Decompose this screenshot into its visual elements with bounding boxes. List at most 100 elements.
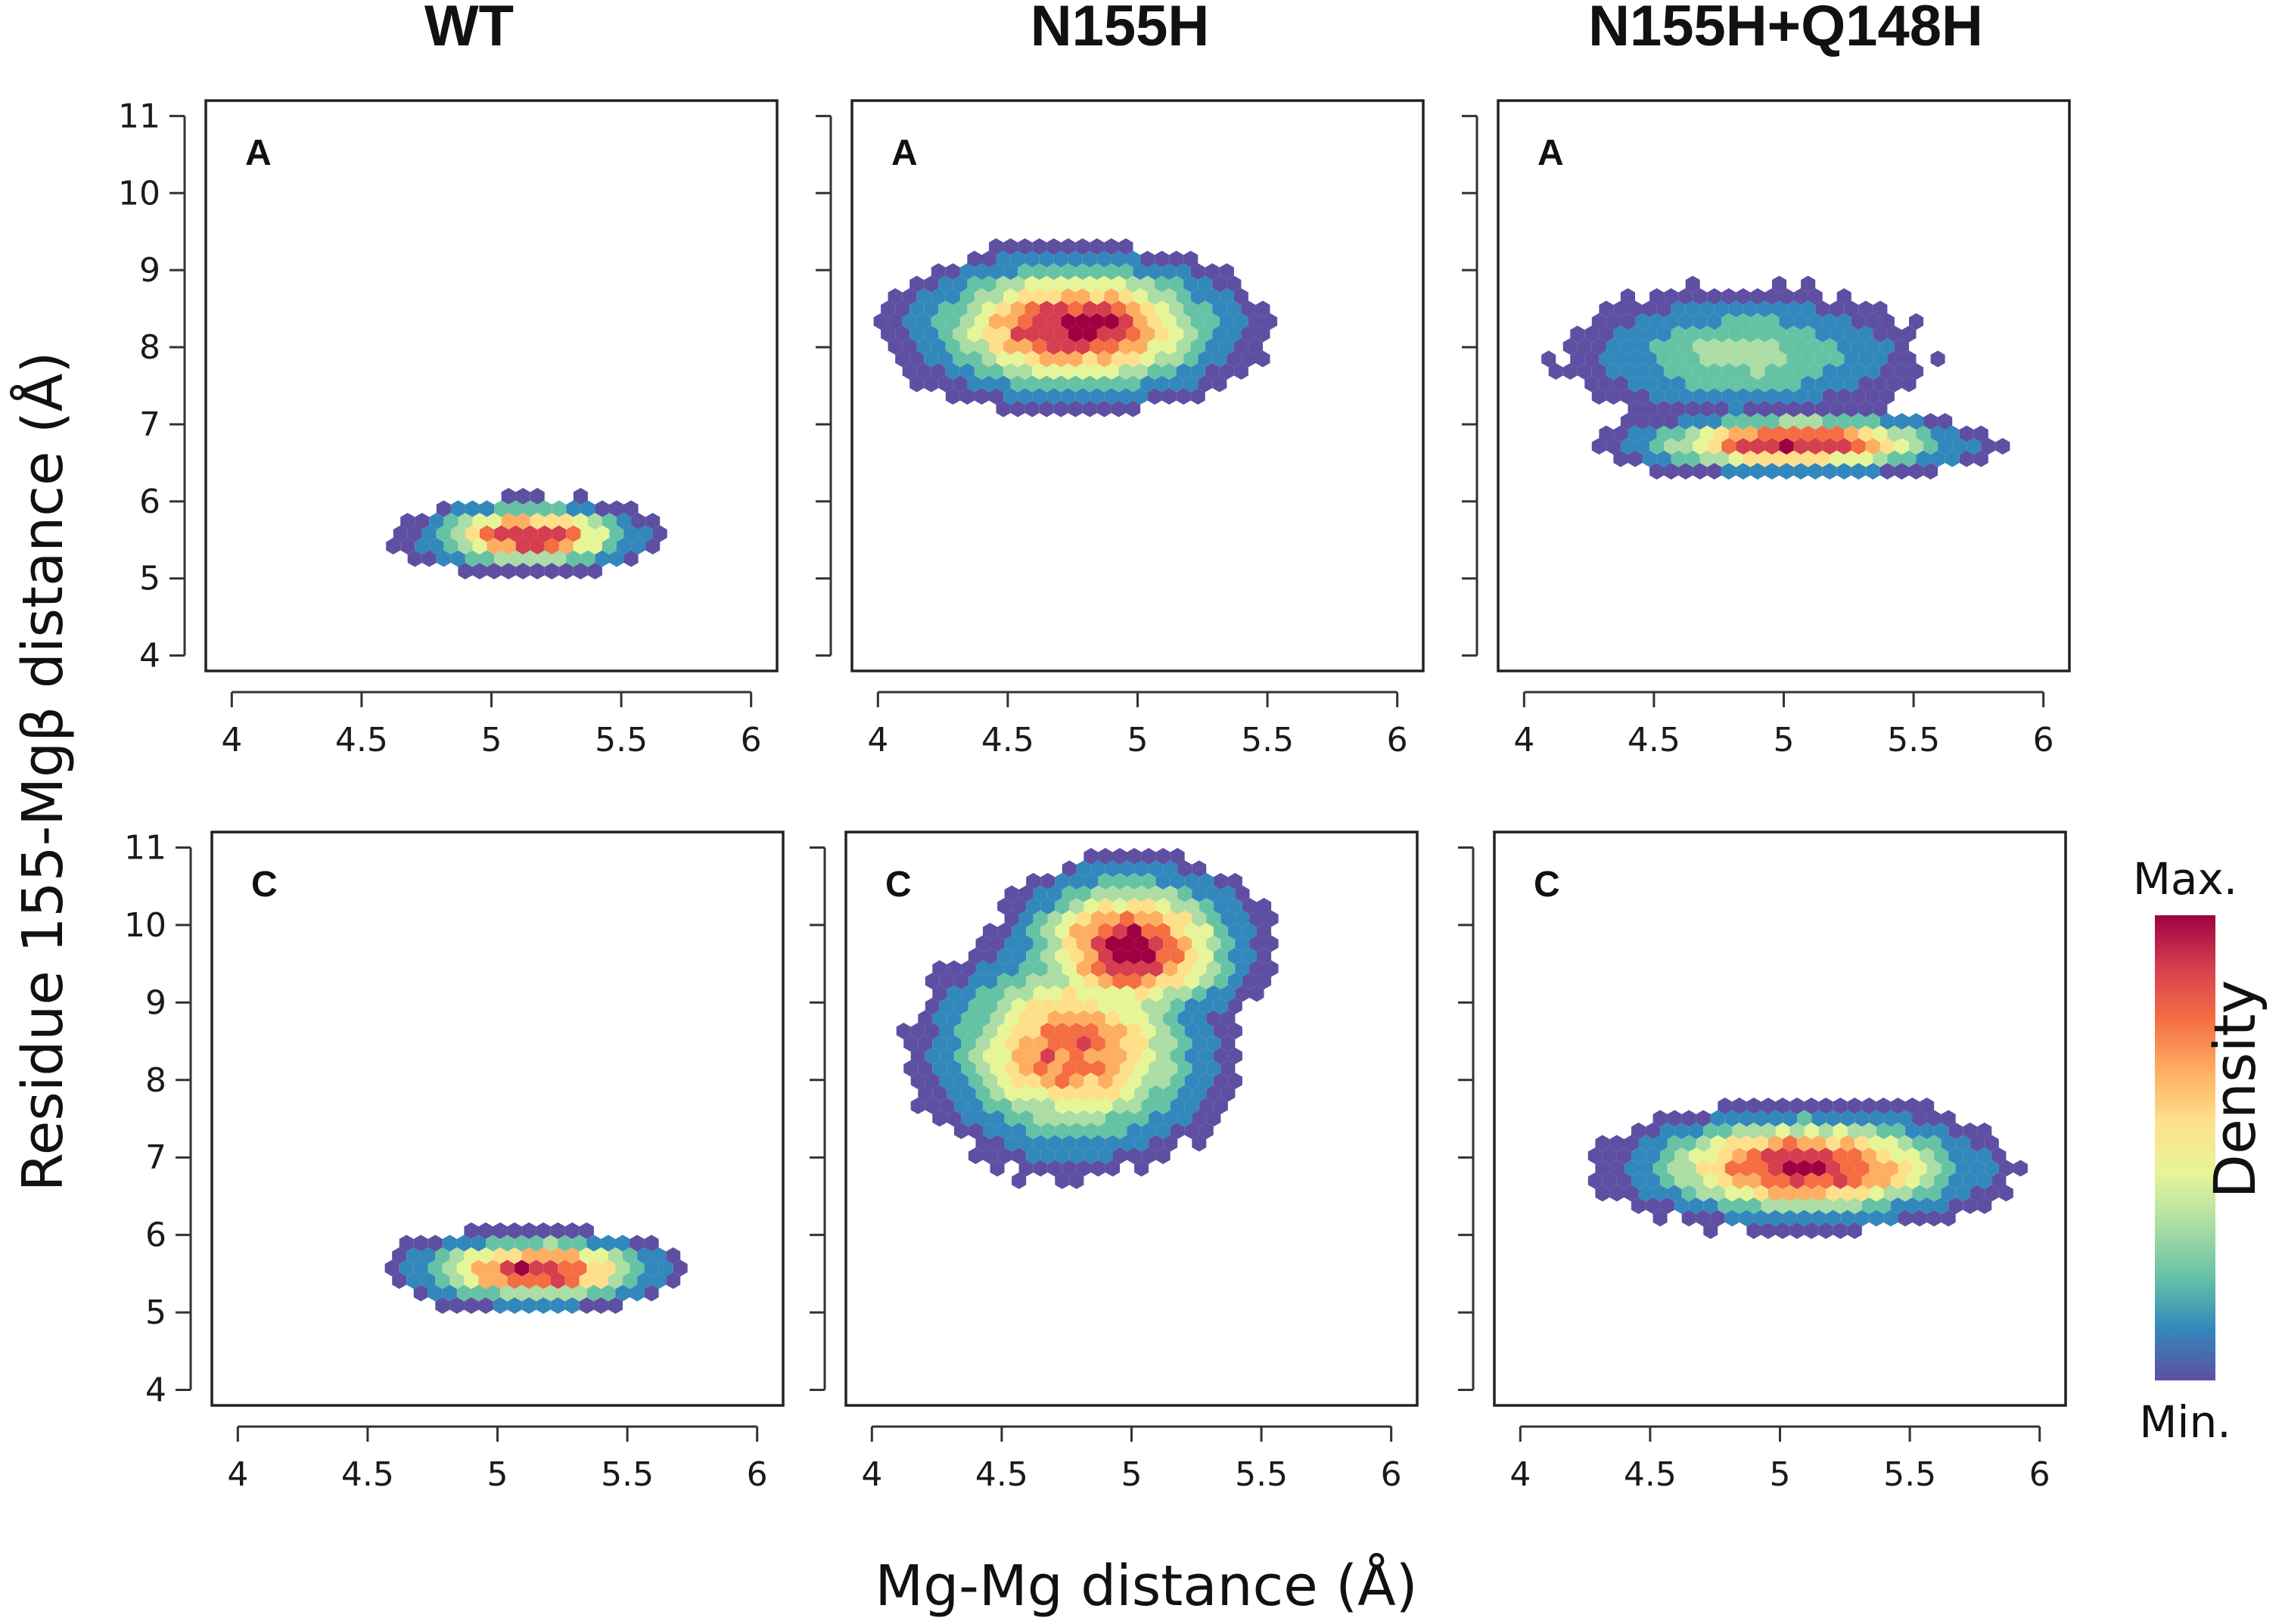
hexbin-cell — [1076, 1085, 1091, 1102]
hexbin-cell — [1703, 1123, 1718, 1139]
hexbin-cell — [1177, 1110, 1192, 1127]
hexbin-cell — [1170, 1098, 1185, 1114]
hexbin-cell — [1082, 275, 1097, 293]
x-tick-label: 4.5 — [341, 1455, 394, 1494]
hexbin-cell — [1681, 1160, 1696, 1177]
hexbin-cell — [1811, 1209, 1827, 1227]
x-tick-label: 4.5 — [1628, 721, 1680, 759]
hexbin-cell — [1133, 363, 1148, 380]
hexbin-cell — [924, 325, 939, 343]
hexbin-cell — [1707, 313, 1722, 330]
hexbin-cell — [974, 313, 989, 330]
hexbin-cell — [1789, 1147, 1805, 1164]
hexbin-cell — [1111, 325, 1126, 343]
hexbin-cell — [515, 1234, 530, 1252]
hexbin-cell — [1836, 463, 1851, 480]
hexbin-cell — [981, 250, 996, 268]
hexbin-cell — [1068, 300, 1083, 318]
hexbin-cell — [1147, 313, 1162, 330]
hexbin-cell — [1176, 313, 1191, 330]
hexbin-cell — [1190, 388, 1205, 405]
hexbin-cell — [1133, 388, 1148, 405]
hexbin-cell — [1815, 425, 1830, 442]
hexbin-cell — [436, 525, 451, 542]
y-axis-title: Residue 155-Mgβ distance (Å) — [9, 352, 76, 1192]
hexbin-cell — [1901, 450, 1917, 467]
hexbin-cell — [1894, 338, 1909, 355]
hexbin-cell — [1192, 910, 1207, 927]
y-tick-label: 5 — [139, 560, 160, 598]
x-tick-label: 4 — [221, 721, 242, 759]
hexbin-cell — [938, 275, 953, 293]
hexbin-cell — [1176, 388, 1191, 405]
hexbin-cell — [1783, 1160, 1798, 1177]
hexbin-cell — [990, 1010, 1005, 1027]
hexbin-cell — [1844, 350, 1859, 368]
hexbin-cell — [1926, 1135, 1942, 1152]
hexbin-cell — [1718, 1172, 1733, 1189]
x-tick-label: 5.5 — [1241, 721, 1294, 759]
hexbin-cell — [1170, 1123, 1185, 1139]
hexbin-cell — [1602, 1147, 1617, 1164]
hexbin-cell — [997, 898, 1012, 914]
hexbin-cell — [1163, 960, 1178, 977]
y-tick-label: 7 — [139, 405, 160, 444]
hexbin-cell — [989, 363, 1004, 380]
hexbin-cell — [580, 550, 595, 567]
hexbin-cell — [910, 1073, 925, 1089]
hexbin-cell — [975, 1060, 990, 1077]
hexbin-cell — [1818, 1222, 1833, 1239]
hexbin-cell — [1635, 438, 1650, 455]
hexbin-cell — [1147, 288, 1162, 305]
hexbin-cell — [1591, 363, 1606, 380]
hexbin-cell — [1242, 898, 1257, 914]
hexbin-cell — [1728, 350, 1743, 368]
hexbin-cell — [1105, 1035, 1120, 1052]
hexbin-cell — [494, 525, 509, 542]
hexbin-cell — [609, 500, 624, 517]
hexbin-cell — [392, 1272, 407, 1289]
hexbin-cell — [1620, 338, 1635, 355]
hexbin-cell — [486, 1234, 501, 1252]
hexbin-cell — [1061, 238, 1076, 255]
hexbin-cell — [1599, 375, 1614, 393]
hexbin-cell — [435, 1297, 450, 1314]
hexbin-cell — [1127, 1147, 1142, 1164]
hexbin-cell — [530, 563, 545, 579]
hexbin-cell — [1033, 985, 1048, 1002]
hexbin-cell — [1743, 375, 1758, 393]
hexbin-cell — [1199, 923, 1214, 939]
hexbin-cell — [1018, 885, 1034, 902]
hexbin-cell — [543, 1234, 558, 1252]
hexbin-cell — [1192, 960, 1207, 977]
hexbin-panel-n155h-c: 4 4.5 5 5.5 6C — [810, 831, 1419, 1494]
hexbin-cell — [1587, 1147, 1603, 1164]
hexbin-cell — [1693, 288, 1708, 305]
hexbin-cell — [1220, 885, 1236, 902]
hexbin-cell — [593, 1247, 608, 1264]
hexbin-cell — [1190, 263, 1205, 280]
hexbin-cell — [953, 1123, 968, 1139]
hexbin-cell — [1053, 275, 1068, 293]
hexbin-cell — [1076, 1135, 1091, 1152]
hexbin-cell — [1075, 238, 1090, 255]
hexbin-cell — [1671, 400, 1686, 418]
hexbin-cell — [1966, 438, 1982, 455]
hexbin-cell — [1033, 885, 1048, 902]
colorbar-max-label: Max. — [2133, 853, 2237, 905]
hexbin-cell — [1039, 300, 1054, 318]
hexbin-cell — [974, 288, 989, 305]
hexbin-cell — [1026, 1147, 1041, 1164]
hexbin-cell — [1948, 1172, 1963, 1189]
hexbin-cell — [939, 973, 954, 989]
hexbin-cell — [916, 338, 931, 355]
hexbin-cell — [407, 550, 422, 567]
hexbin-cell — [1083, 1023, 1099, 1039]
hexbin-cell — [1206, 1035, 1221, 1052]
hexbin-cell — [1905, 1098, 1920, 1114]
hexbin-cell — [975, 1085, 990, 1102]
hexbin-cell — [945, 388, 960, 405]
hexbin-cell — [1844, 400, 1859, 418]
hexbin-cell — [1830, 300, 1845, 318]
hexbin-cell — [1026, 1073, 1041, 1089]
